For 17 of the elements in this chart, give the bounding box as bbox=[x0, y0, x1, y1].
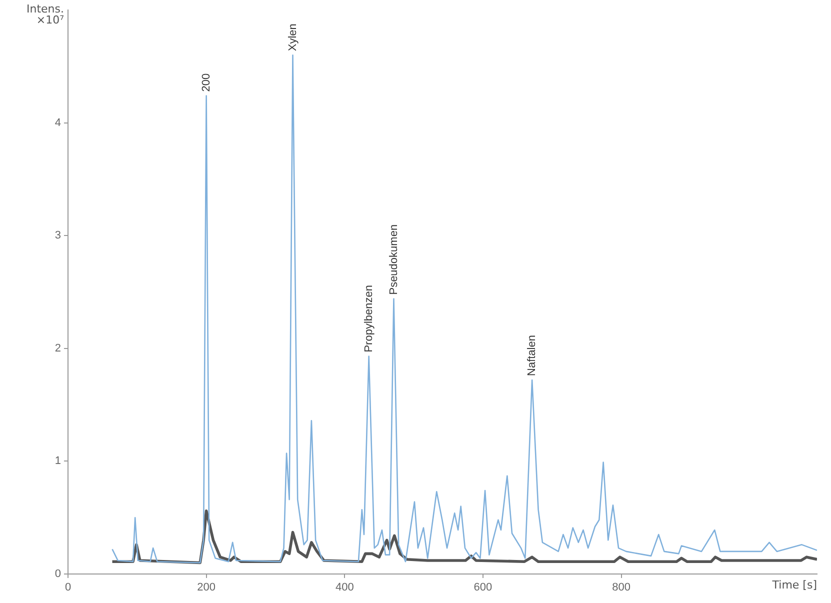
x-tick-label: 600 bbox=[474, 582, 492, 594]
y-tick-label: 1 bbox=[54, 455, 61, 468]
y-tick-label: 0 bbox=[54, 568, 61, 580]
annotation: 200 bbox=[200, 73, 212, 92]
x-tick-label: 200 bbox=[197, 582, 216, 594]
y-tick-label: 3 bbox=[54, 230, 61, 242]
x-tick-label: 400 bbox=[335, 582, 354, 594]
y-axis-title: Intens. ×10⁷ bbox=[26, 2, 64, 26]
x-tick-label: 800 bbox=[612, 582, 630, 594]
annotation: Naftalen bbox=[526, 335, 538, 376]
annotation: Propylbenzen bbox=[362, 285, 375, 352]
x-axis-title: Time [s] bbox=[771, 578, 817, 592]
x-tick-label: 0 bbox=[64, 582, 72, 594]
y-tick-label: 2 bbox=[54, 342, 61, 354]
y-tick-label: 4 bbox=[54, 116, 61, 129]
annotation: Pseudokumen bbox=[388, 224, 400, 295]
annotation: Xylen bbox=[286, 24, 299, 52]
